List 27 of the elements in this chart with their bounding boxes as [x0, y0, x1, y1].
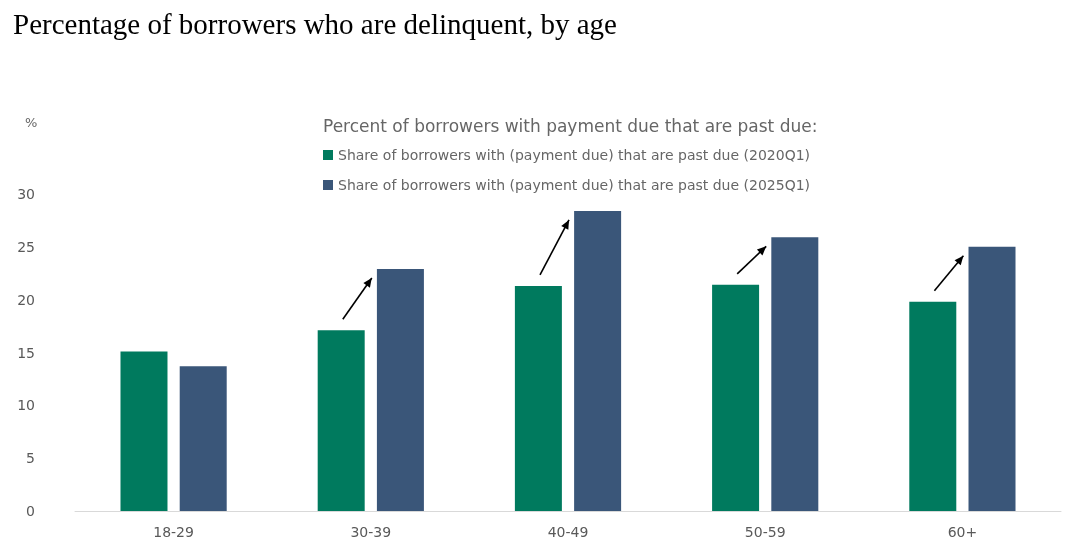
y-tick-label: 10	[17, 397, 35, 414]
y-tick-label: 5	[26, 450, 35, 467]
bar	[120, 351, 168, 511]
y-tick-label: 30	[17, 186, 35, 202]
bar	[317, 330, 365, 511]
x-tick-label: 60+	[947, 524, 978, 540]
bar	[968, 246, 1016, 511]
y-axis-title: %	[25, 115, 38, 130]
y-tick-label: 15	[17, 344, 35, 361]
bar	[712, 284, 760, 511]
bar	[574, 210, 622, 511]
chart-title: Percentage of borrowers who are delinquent, by age	[13, 7, 617, 40]
bar	[909, 301, 957, 511]
legend-title: Percent of borrowers with payment due that are past due:	[323, 115, 818, 136]
legend-label: Share of borrowers with (payment due) that are past due (2025Q1)	[338, 177, 811, 193]
x-tick-label: 30-39	[350, 524, 392, 540]
bar	[514, 285, 562, 511]
bar	[179, 366, 227, 511]
x-tick-label: 18-29	[153, 524, 194, 540]
y-tick-label: 20	[17, 291, 35, 308]
bar	[771, 237, 819, 511]
bar	[376, 269, 424, 511]
y-tick-label: 25	[17, 238, 35, 255]
x-tick-label: 40-49	[547, 524, 589, 540]
x-tick-label: 50-59	[744, 524, 786, 540]
legend-label: Share of borrowers with (payment due) that are past due (2020Q1)	[338, 147, 811, 163]
y-tick-label: 0	[26, 503, 35, 519]
